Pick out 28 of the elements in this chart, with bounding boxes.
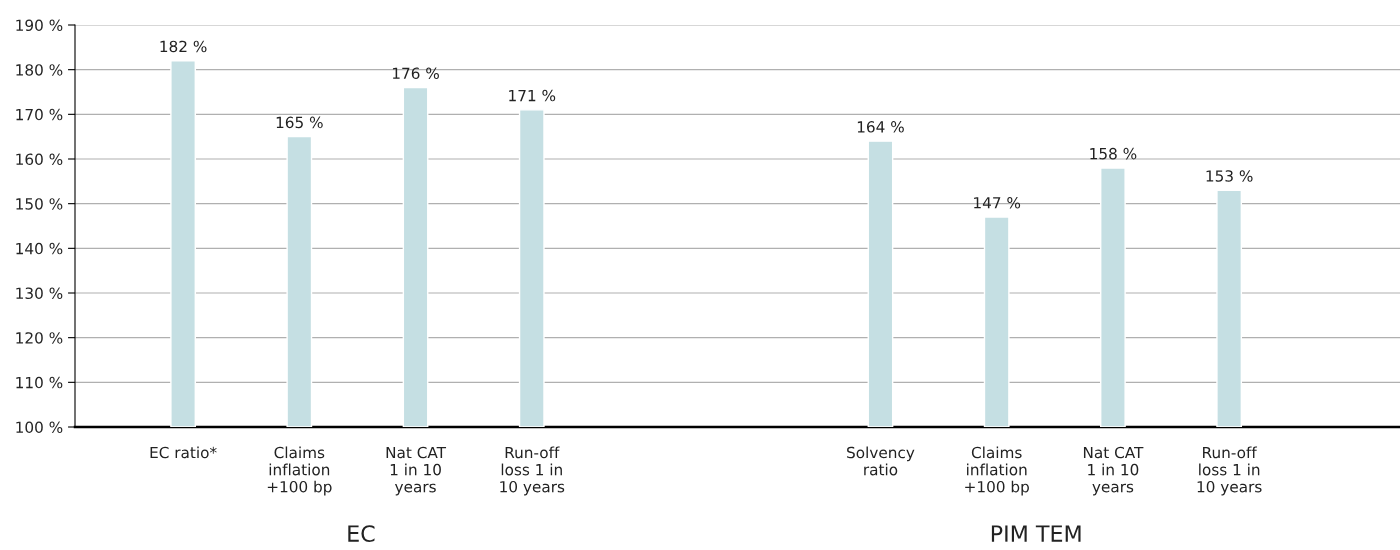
x-tick-label: Run-off loss 1 in 10 years	[1197, 446, 1262, 496]
y-tick-label: 120 %	[16, 332, 63, 344]
y-tick-label: 150 %	[16, 198, 63, 210]
x-tick-label: Run-off loss 1 in 10 years	[500, 446, 565, 496]
text: EC	[348, 525, 375, 542]
x-tick-label: Solvency ratio	[847, 446, 915, 476]
y-tick-label: 130 %	[16, 287, 63, 300]
text: PIM TEM	[991, 525, 1081, 542]
data-label: 171 %	[509, 89, 556, 102]
x-tick-label: Nat CAT 1 in 10 years	[1083, 446, 1144, 496]
y-tick-label: 160 %	[16, 153, 63, 166]
data-label: 164 %	[857, 121, 904, 133]
data-label: 176 %	[392, 67, 439, 80]
y-tick-label: 140 %	[16, 242, 63, 255]
x-tick-label: Claims inflation +100 bp	[965, 446, 1029, 496]
data-label: 158 %	[1090, 147, 1137, 160]
x-tick-label: Nat CAT 1 in 10 years	[386, 446, 447, 496]
y-tick-label: 180 %	[16, 64, 63, 76]
data-label: 147 %	[974, 196, 1021, 209]
data-label: 182 %	[160, 40, 207, 53]
y-tick-label: 110 %	[16, 376, 63, 389]
x-tick-label: EC ratio*	[150, 446, 217, 459]
x-tick-label: Claims inflation +100 bp	[267, 446, 332, 496]
y-tick-label: 170 %	[16, 108, 63, 121]
data-label: 165 %	[276, 116, 323, 129]
y-tick-label: 190 %	[16, 19, 63, 32]
data-label: 153 %	[1206, 170, 1253, 182]
y-tick-label: 100 %	[16, 421, 63, 434]
